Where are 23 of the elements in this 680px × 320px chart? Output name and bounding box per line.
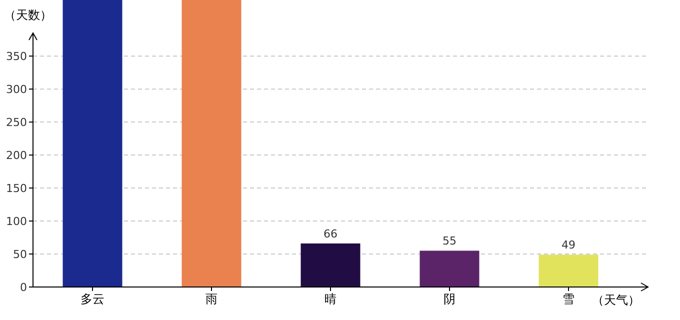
bar — [538, 254, 598, 287]
x-tick-label: 多云 — [80, 292, 104, 306]
y-tick-label: 0 — [20, 281, 27, 294]
bar — [300, 243, 360, 287]
y-tick-label: 250 — [6, 116, 27, 130]
bar — [62, 0, 122, 287]
x-tick-label: 阴 — [444, 292, 456, 306]
y-tick-label: 50 — [13, 248, 27, 262]
y-axis-title: （天数） — [4, 8, 52, 22]
y-tick-label: 300 — [6, 83, 27, 96]
data-label: 49 — [562, 238, 576, 252]
data-label: 66 — [324, 227, 338, 240]
bar — [182, 0, 242, 287]
x-axis-title: （天气） — [592, 293, 640, 307]
x-tick-label: 雨 — [206, 292, 218, 306]
y-tick-label: 350 — [6, 50, 27, 64]
x-tick-label: 晴 — [324, 292, 336, 306]
data-label: 55 — [442, 234, 456, 248]
y-tick-label: 200 — [6, 149, 27, 162]
y-tick-label: 150 — [6, 182, 27, 196]
bar — [420, 250, 480, 287]
y-tick-label: 100 — [6, 215, 27, 228]
x-tick-label: 雪 — [562, 292, 574, 306]
